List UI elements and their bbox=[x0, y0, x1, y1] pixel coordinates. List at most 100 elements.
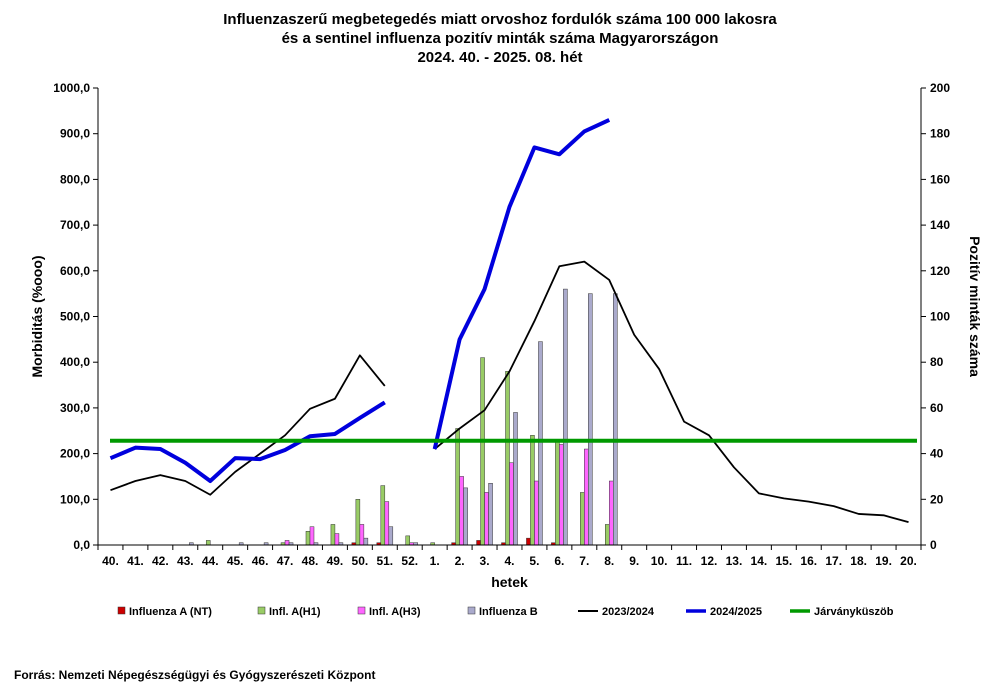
bar-infl-a-h3- bbox=[309, 526, 315, 546]
chart-titles: Influenzaszerű megbetegedés miatt orvosh… bbox=[0, 10, 1000, 67]
chart-period: 2024. 40. - 2025. 08. hét bbox=[417, 49, 583, 66]
left-tick-label: 500,0 bbox=[60, 310, 90, 324]
bar-influenza-b bbox=[613, 293, 618, 546]
left-tick-label: 1000,0 bbox=[53, 81, 90, 95]
legend-item-infl-a-h3--label: Infl. A(H3) bbox=[369, 606, 421, 618]
x-tick-label: 48. bbox=[302, 554, 319, 568]
x-tick-label: 51. bbox=[376, 554, 393, 568]
right-tick-label: 0 bbox=[930, 538, 937, 552]
bar-infl-a-h3- bbox=[284, 540, 290, 546]
bar-influenza-a-nt- bbox=[526, 537, 531, 546]
left-tick-label: 700,0 bbox=[60, 218, 90, 232]
bar-infl-a-h3- bbox=[534, 480, 539, 546]
bar-influenza-b bbox=[363, 537, 369, 546]
x-tick-label: 13. bbox=[726, 554, 743, 568]
x-tick-label: 44. bbox=[202, 554, 219, 568]
x-tick-label: 45. bbox=[227, 554, 244, 568]
axes: 0,0 100,0 200,0 300,0 400,0 500,0 600,0 700,0 80… bbox=[29, 81, 983, 590]
right-tick-label: 160 bbox=[930, 172, 950, 186]
bar-infl-a-h1- bbox=[305, 531, 311, 546]
bar-infl-a-h3- bbox=[559, 444, 564, 546]
bar-infl-a-h3- bbox=[484, 492, 489, 546]
chart-subtitle: és a sentinel influenza pozitív minták s… bbox=[281, 30, 719, 47]
left-tick-label: 600,0 bbox=[60, 264, 90, 278]
legend-item-infl-a-h3--swatch bbox=[357, 606, 366, 615]
bar-infl-a-h1- bbox=[405, 535, 410, 546]
x-tick-label: 19. bbox=[875, 554, 892, 568]
bar-infl-a-h1- bbox=[580, 492, 585, 546]
line-group bbox=[109, 118, 917, 524]
right-tick-label: 80 bbox=[930, 355, 944, 369]
bar-influenza-b bbox=[538, 341, 543, 546]
x-tick-label: 15. bbox=[775, 554, 792, 568]
right-tick-label: 20 bbox=[930, 492, 944, 506]
bar-infl-a-h3- bbox=[384, 501, 390, 546]
bar-infl-a-h1- bbox=[330, 524, 336, 546]
bar-infl-a-h3- bbox=[509, 462, 514, 546]
bar-infl-a-h1- bbox=[380, 485, 386, 546]
x-tick-label: 42. bbox=[152, 554, 169, 568]
bar-influenza-b bbox=[388, 526, 394, 546]
x-tick-label: 17. bbox=[825, 554, 842, 568]
x-tick-label: 11. bbox=[676, 554, 692, 568]
bar-influenza-b bbox=[563, 288, 568, 546]
bar-infl-a-h1- bbox=[205, 540, 211, 546]
x-tick-label: 4. bbox=[504, 554, 514, 568]
x-tick-label: 50. bbox=[352, 554, 369, 568]
legend-item-influenza-a-nt--swatch bbox=[117, 606, 126, 615]
legend: Influenza A (NT) Infl. A(H1) Infl. A(H3) In… bbox=[117, 606, 894, 618]
left-tick-label: 900,0 bbox=[60, 127, 90, 141]
line-2023-2024 bbox=[434, 260, 909, 524]
bar-influenza-b bbox=[513, 412, 518, 546]
x-tick-label: 46. bbox=[252, 554, 269, 568]
x-tick-label: 2. bbox=[455, 554, 465, 568]
legend-item-infl-a-h1--swatch bbox=[257, 606, 266, 615]
legend-item-2023-2024-label: 2023/2024 bbox=[602, 606, 655, 618]
bar-infl-a-h3- bbox=[459, 476, 464, 546]
x-tick-label: 14. bbox=[751, 554, 768, 568]
bar-infl-a-h3- bbox=[584, 448, 589, 546]
bar-infl-a-h3- bbox=[334, 533, 340, 546]
right-tick-label: 180 bbox=[930, 127, 950, 141]
x-tick-label: 12. bbox=[701, 554, 718, 568]
x-tick-label: 6. bbox=[554, 554, 564, 568]
bar-infl-a-h3- bbox=[359, 524, 365, 546]
x-tick-label: 49. bbox=[327, 554, 344, 568]
chart-title: Influenzaszerű megbetegedés miatt orvosh… bbox=[223, 11, 777, 28]
right-tick-label: 200 bbox=[930, 81, 950, 95]
right-tick-label: 60 bbox=[930, 401, 944, 415]
x-tick-label: 7. bbox=[579, 554, 589, 568]
right-tick-label: 140 bbox=[930, 218, 950, 232]
legend-item-influenza-b-label: Influenza B bbox=[479, 606, 538, 618]
x-tick-label: 43. bbox=[177, 554, 194, 568]
legend-item-influenza-a-nt--label: Influenza A (NT) bbox=[129, 606, 212, 618]
line-2024-2025 bbox=[432, 118, 611, 450]
left-tick-label: 0,0 bbox=[73, 538, 90, 552]
x-tick-label: 18. bbox=[850, 554, 867, 568]
source-note: Forrás: Nemzeti Népegészségügyi és Gyógy… bbox=[14, 668, 376, 682]
bar-infl-a-h1- bbox=[355, 499, 361, 546]
line-2024-2025 bbox=[109, 400, 386, 484]
right-tick-label: 100 bbox=[930, 310, 950, 324]
legend-item-j-rv-nyk-sz-b-label: Járványküszöb bbox=[814, 606, 894, 618]
bar-group bbox=[189, 288, 618, 546]
bar-influenza-a-nt- bbox=[476, 540, 481, 546]
right-tick-label: 120 bbox=[930, 264, 950, 278]
left-tick-label: 100,0 bbox=[60, 492, 90, 506]
bar-infl-a-h3- bbox=[609, 480, 614, 546]
right-axis-title: Pozitív minták száma bbox=[967, 236, 983, 377]
left-tick-label: 300,0 bbox=[60, 401, 90, 415]
x-tick-label: 20. bbox=[900, 554, 917, 568]
x-tick-label: 47. bbox=[277, 554, 294, 568]
x-tick-label: 8. bbox=[604, 554, 614, 568]
x-tick-label: 16. bbox=[800, 554, 817, 568]
x-tick-label: 9. bbox=[629, 554, 639, 568]
legend-item-2024-2025-label: 2024/2025 bbox=[710, 606, 762, 618]
bar-infl-a-h1- bbox=[455, 428, 460, 546]
left-tick-label: 400,0 bbox=[60, 355, 90, 369]
bar-influenza-b bbox=[488, 483, 493, 546]
bar-infl-a-h1- bbox=[505, 371, 510, 546]
x-tick-label: 5. bbox=[529, 554, 539, 568]
legend-item-infl-a-h1--label: Infl. A(H1) bbox=[269, 606, 321, 618]
